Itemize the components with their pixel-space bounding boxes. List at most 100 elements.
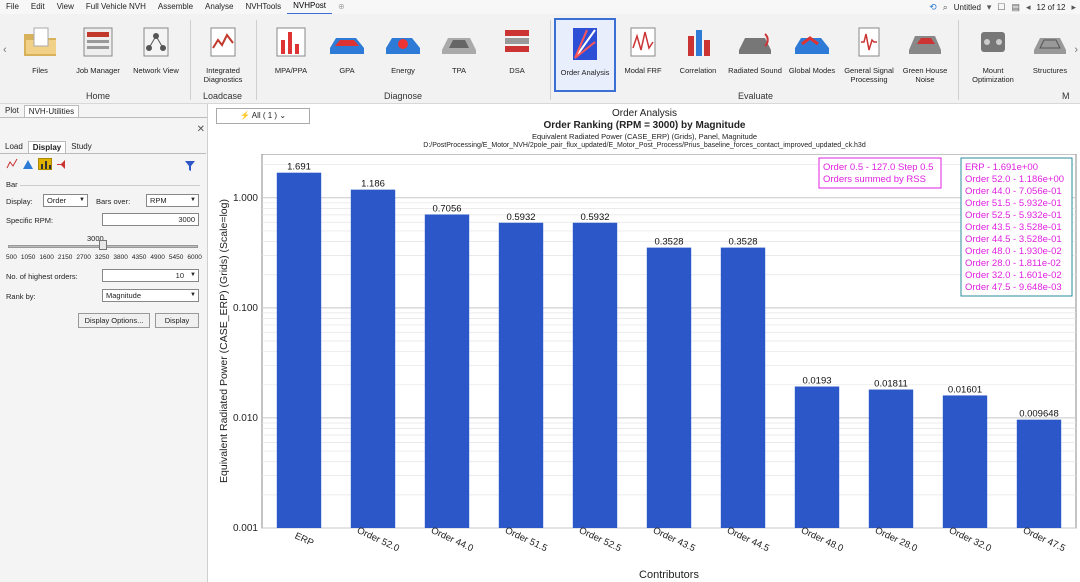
search-icon[interactable]: ⌕ <box>942 1 948 12</box>
prev-page-icon[interactable]: ◂ <box>1026 1 1031 12</box>
bar <box>498 222 544 528</box>
tab-load[interactable]: Load <box>5 142 23 151</box>
mpa-ppa-icon <box>276 27 306 57</box>
all-selector[interactable]: ⚡ All ( 1 ) ⌄ <box>216 108 310 124</box>
chart-subtitle: Equivalent Radiated Power (CASE_ERP) (Gr… <box>531 132 758 141</box>
ranking-legend-entry: Order 52.5 - 5.932e-01 <box>965 210 1062 221</box>
menu-file[interactable]: File <box>6 2 19 11</box>
close-panel-icon[interactable]: ✕ <box>196 124 205 135</box>
bar-value-label: 0.0193 <box>802 376 831 387</box>
dsa-button[interactable]: DSA <box>492 18 542 92</box>
order-analysis-icon <box>573 28 597 60</box>
menu-nvhtools[interactable]: NVHTools <box>245 2 282 11</box>
x-tick-label: Order 48.0 <box>799 525 845 554</box>
x-tick-label: Order 43.5 <box>651 525 697 554</box>
menu-assemble[interactable]: Assemble <box>157 2 194 11</box>
slider-value-label: 3000 <box>87 234 104 243</box>
display-select[interactable]: Order ▼ <box>43 194 88 207</box>
modal-frf-button[interactable]: Modal FRF <box>620 18 666 92</box>
tab-plot[interactable]: Plot <box>5 106 19 115</box>
order-analysis-button[interactable]: Order Analysis <box>554 18 616 92</box>
mount-optimization-button[interactable]: Mount Optimization <box>964 18 1022 92</box>
waterfall-icon[interactable] <box>22 158 34 170</box>
dsa-icon <box>505 30 529 52</box>
bar <box>424 214 470 528</box>
gpa-button[interactable]: GPA <box>322 18 372 92</box>
mpa-ppa-button[interactable]: MPA/PPA <box>264 18 318 92</box>
group-separator <box>958 20 959 100</box>
ribbon-scroll-right-icon[interactable]: › <box>1074 44 1078 56</box>
integrated-diagnostics-button[interactable]: Integrated Diagnostics <box>196 18 250 92</box>
bar-chart-icon[interactable] <box>38 158 52 170</box>
bar <box>1016 419 1062 528</box>
ranking-legend-entry: Order 51.5 - 5.932e-01 <box>965 198 1062 209</box>
menu-full-vehicle-nvh[interactable]: Full Vehicle NVH <box>85 2 146 11</box>
session-name[interactable]: Untitled <box>953 2 981 12</box>
tab-display[interactable]: Display <box>27 141 67 153</box>
display-button[interactable]: Display <box>155 313 199 328</box>
ranking-legend-entry: Order 44.0 - 7.056e-01 <box>965 186 1062 197</box>
layout-icon[interactable]: ▤ <box>1011 1 1021 12</box>
bar-value-label: 0.3528 <box>728 237 757 248</box>
sound-icon[interactable] <box>56 158 70 170</box>
menu-analyse[interactable]: Analyse <box>205 2 234 11</box>
chevron-down-icon: ▼ <box>190 197 196 203</box>
menu-right-tools: ⟲ ⌕ Untitled ▾ ☐ ▤ ◂ 12 of 12 ▸ <box>929 0 1076 14</box>
add-tab-icon[interactable]: ⊕ <box>338 2 345 11</box>
global-modes-button[interactable]: Global Modes <box>786 18 838 92</box>
ribbon-scroll-left-icon[interactable]: ‹ <box>3 44 7 56</box>
menu-nvhpost[interactable]: NVHPost <box>287 0 332 15</box>
files-button[interactable]: Files <box>16 18 64 92</box>
structures-button[interactable]: Structures <box>1024 18 1076 92</box>
x-tick-label: Order 32.0 <box>947 525 993 554</box>
display-options-button[interactable]: Display Options... <box>78 313 150 328</box>
specific-rpm-input[interactable]: 3000 <box>102 213 199 226</box>
global-modes-icon <box>795 36 829 54</box>
tab-nvh-utilities[interactable]: NVH-Utilities <box>23 105 80 117</box>
x-tick-label: Order 51.5 <box>503 525 549 554</box>
tpa-button[interactable]: TPA <box>434 18 484 92</box>
job-manager-button[interactable]: Job Manager <box>70 18 126 92</box>
bar <box>276 172 322 528</box>
bars-over-select[interactable]: RPM ▼ <box>146 194 199 207</box>
highest-orders-select[interactable]: 10 ▼ <box>102 269 199 282</box>
radiated-sound-button[interactable]: Radiated Sound <box>728 18 782 92</box>
rpm-slider-thumb[interactable] <box>99 240 107 250</box>
chart-title: Order Ranking (RPM = 3000) by Magnitude <box>543 120 746 131</box>
bar <box>794 386 840 528</box>
bar-section-label: Bar <box>6 180 18 189</box>
rss-annotation-line: Orders summed by RSS <box>823 174 926 185</box>
bar-value-label: 0.5932 <box>506 212 535 223</box>
menu-view[interactable]: View <box>56 2 74 11</box>
x-tick-label: Order 52.0 <box>355 525 401 554</box>
x-tick-label: Order 47.5 <box>1021 525 1067 554</box>
chevron-down-icon: ▼ <box>190 292 196 298</box>
bar-value-label: 0.01811 <box>874 379 908 390</box>
tab-study[interactable]: Study <box>71 142 92 151</box>
radiated-sound-icon <box>739 33 771 54</box>
chevron-down-icon[interactable]: ▾ <box>986 1 992 12</box>
correlation-button[interactable]: Correlation <box>672 18 724 92</box>
menu-edit[interactable]: Edit <box>30 2 45 11</box>
order-ranking-chart[interactable]: 0.001 0.010 0.100 1.000 1.691 ERP 1.186 Order 5… <box>209 154 1080 582</box>
general-signal-processing-button[interactable]: General Signal Processing <box>840 18 898 92</box>
sync-icon[interactable]: ⟲ <box>929 1 937 12</box>
highest-orders-label: No. of highest orders: <box>6 272 78 281</box>
bar <box>350 189 396 528</box>
green-house-noise-button[interactable]: Green House Noise <box>898 18 952 92</box>
energy-car-icon <box>386 38 420 54</box>
energy-button[interactable]: Energy <box>378 18 428 92</box>
tpa-car-icon <box>442 38 476 54</box>
next-page-icon[interactable]: ▸ <box>1071 1 1076 12</box>
slider-tick-label: 5450 <box>168 254 184 261</box>
bar <box>572 222 618 528</box>
ranking-legend-entry: Order 52.0 - 1.186e+00 <box>965 174 1064 185</box>
filter-icon[interactable] <box>184 160 196 172</box>
bars-over-select-value: RPM <box>150 196 167 205</box>
line-plot-icon[interactable] <box>6 158 18 170</box>
rank-by-select[interactable]: Magnitude ▼ <box>102 289 199 302</box>
ranking-legend-box <box>960 157 1073 297</box>
rss-annotation-line: Order 0.5 - 127.0 Step 0.5 <box>823 162 933 173</box>
page-icon[interactable]: ☐ <box>997 1 1006 12</box>
network-view-button[interactable]: Network View <box>128 18 184 92</box>
